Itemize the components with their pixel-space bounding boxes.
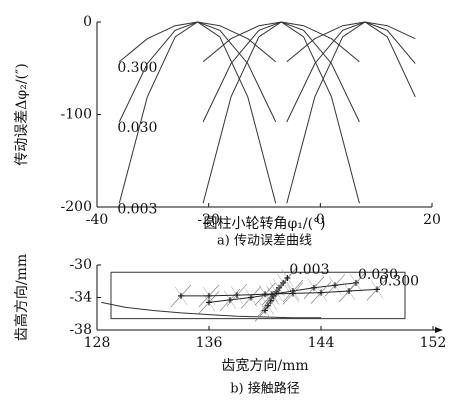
y-tick-label: -38 xyxy=(69,322,92,338)
x-tick-label: 144 xyxy=(308,335,335,351)
marker xyxy=(318,289,324,296)
series-line xyxy=(110,271,406,320)
x-axis-arrow xyxy=(435,327,443,333)
series-line xyxy=(202,21,360,63)
marker xyxy=(332,282,338,289)
series-line xyxy=(118,21,277,123)
x-axis-label: 齿宽方向/mm xyxy=(221,357,308,374)
series-line xyxy=(118,21,277,63)
x-tick-label: -40 xyxy=(86,212,109,228)
series-line xyxy=(202,21,360,204)
x-tick-label: 128 xyxy=(84,335,111,351)
caption: b) 接触路径 xyxy=(230,381,300,397)
series-label: 0.003 xyxy=(117,201,157,217)
series-label: 0.300 xyxy=(379,273,419,289)
marker xyxy=(311,284,317,291)
x-tick-label: 20 xyxy=(423,212,441,228)
series-line xyxy=(286,21,416,204)
series-line xyxy=(202,21,360,123)
marker xyxy=(262,291,268,298)
series-label: 0.003 xyxy=(289,262,329,278)
series-line xyxy=(286,21,416,123)
y-tick-label: -34 xyxy=(69,290,92,306)
marker xyxy=(248,294,254,301)
x-tick-label: -20 xyxy=(197,212,220,228)
y-tick-label: -200 xyxy=(61,199,92,215)
series-label: 0.030 xyxy=(117,120,157,136)
series-line xyxy=(286,21,416,63)
marker xyxy=(227,296,233,303)
marker xyxy=(346,288,352,294)
series-line xyxy=(208,282,357,303)
x-axis-label: 圆柱小轮转角φ₁/(°) xyxy=(203,216,325,232)
y-tick-label: -100 xyxy=(61,107,92,123)
y-tick-label: -30 xyxy=(69,257,92,273)
x-tick-label: 0 xyxy=(316,212,325,228)
series-line xyxy=(101,301,321,319)
series-label: 0.300 xyxy=(117,60,157,76)
series-label: 0.030 xyxy=(358,267,398,283)
marker xyxy=(178,292,184,299)
x-tick-label: 152 xyxy=(420,335,447,351)
marker xyxy=(374,286,380,293)
marker xyxy=(206,292,212,299)
marker xyxy=(234,292,240,299)
y-axis-label: 齿高方向/mm xyxy=(13,254,30,341)
series-line xyxy=(181,288,378,297)
marker xyxy=(206,299,212,306)
x-tick-label: 136 xyxy=(196,335,223,351)
y-tick-label: 0 xyxy=(83,14,92,30)
y-axis-label: 传动误差Δφ₂/(″) xyxy=(14,63,30,165)
marker xyxy=(284,275,291,281)
marker xyxy=(290,290,296,297)
series-line xyxy=(118,21,277,204)
caption: a) 传动误差曲线 xyxy=(217,234,312,249)
